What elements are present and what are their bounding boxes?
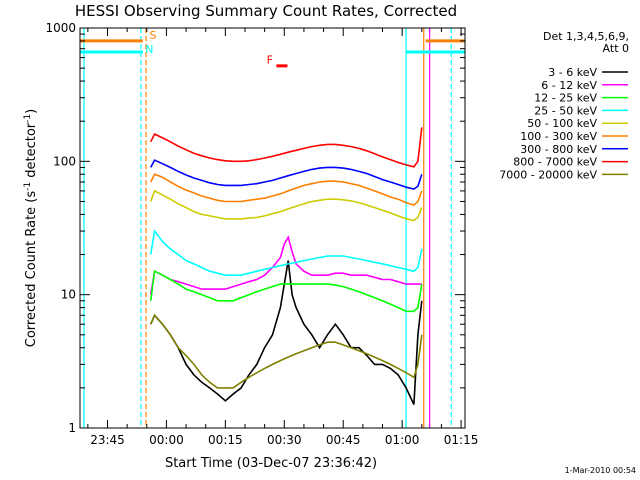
plot-frame (79, 27, 466, 429)
x-tick-label: 00:45 (326, 433, 361, 447)
legend-entry-label: 50 - 100 keV (527, 117, 597, 130)
series-line-7 (149, 127, 423, 168)
y-tick-label: 1 (68, 421, 76, 435)
y-label-sup1: -1 (23, 182, 33, 191)
x-tick-label: 01:00 (385, 433, 420, 447)
y-label-part1: Corrected Count Rate (s (24, 191, 39, 348)
x-axis-label: Start Time (03-Dec-07 23:36:42) (165, 456, 377, 471)
legend-header-line1: Det 1,3,4,5,6,9, (543, 30, 629, 43)
series-line-2 (149, 269, 423, 313)
legend-entry-label: 7000 - 20000 keV (499, 168, 597, 181)
series-line-8 (149, 313, 423, 389)
y-axis-label: Corrected Count Rate (s-1 detector-1) (23, 109, 39, 347)
x-axis: 23:45 00:00 00:15 00:30 00:45 01:00 01:15 (87, 28, 479, 447)
legend-entry-label: 800 - 7000 keV (513, 156, 597, 169)
legend-entry-label: 25 - 50 keV (534, 104, 597, 117)
series-line-6 (149, 159, 423, 190)
x-tick-label: 23:45 (90, 433, 125, 447)
series-line-3 (149, 229, 423, 277)
series-line-1 (149, 235, 422, 295)
x-tick-label: 00:00 (149, 433, 184, 447)
y-label-part2: detector (24, 122, 39, 182)
y-axis: 1 10 100 1000 (45, 21, 465, 435)
legend-entry-label: 6 - 12 keV (541, 79, 597, 92)
x-tick-label: 00:15 (208, 433, 243, 447)
timestamp: 1-Mar-2010 00:54 (565, 466, 636, 475)
x-tick-label: 01:15 (444, 433, 479, 447)
y-tick-label: 10 (61, 288, 76, 302)
legend-entry-label: 12 - 25 keV (534, 92, 597, 105)
legend-header-line2: Att 0 (603, 42, 629, 55)
y-label-part3: ) (24, 109, 39, 114)
y-tick-label: 1000 (45, 21, 76, 35)
series-line-0 (149, 260, 423, 405)
plot-content: SN F (80, 28, 465, 428)
flag-annotation: N (145, 43, 153, 56)
y-tick-label: 100 (53, 154, 76, 168)
x-tick-label: 00:30 (267, 433, 302, 447)
flag-annotation: S (150, 29, 157, 42)
legend-entry-label: 300 - 800 keV (520, 143, 597, 156)
flag-annotation: F (267, 54, 273, 67)
legend-entry-label: 100 - 300 keV (520, 130, 597, 143)
legend-entry-label: 3 - 6 keV (548, 66, 597, 79)
series-line-4 (149, 189, 423, 222)
y-label-sup2: -1 (23, 114, 33, 123)
series-line-5 (149, 173, 423, 207)
chart-title: HESSI Observing Summary Count Rates, Cor… (75, 2, 457, 20)
